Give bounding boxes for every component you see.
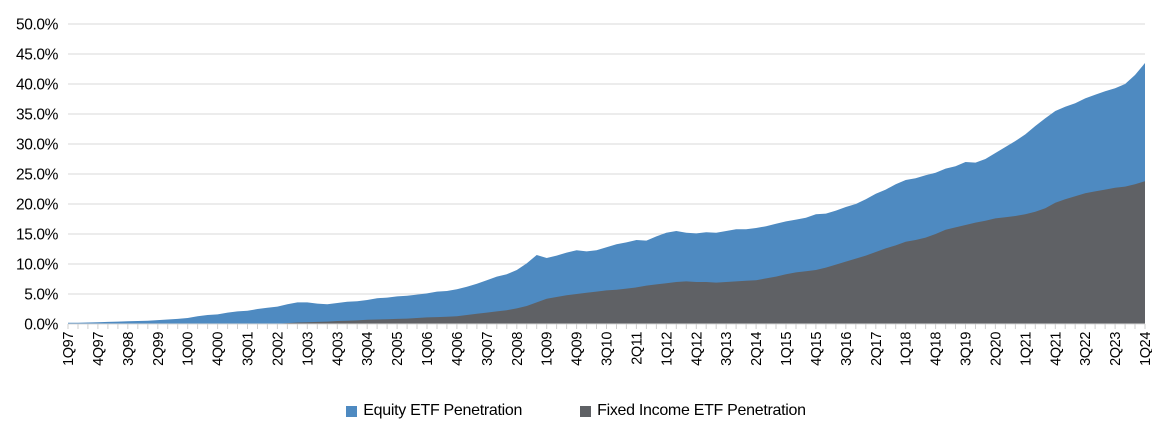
area-chart: 0.0% 5.0% 10.0% 15.0% 20.0% 25.0% 30.0% 35.0% 40… [16, 17, 1152, 366]
svg-text:2Q23: 2Q23 [1108, 332, 1124, 366]
equity-legend-swatch [346, 405, 358, 417]
svg-text:2Q05: 2Q05 [390, 332, 406, 366]
svg-text:1Q06: 1Q06 [420, 332, 436, 366]
svg-text:1Q00: 1Q00 [181, 332, 197, 366]
legend-item-fixed-income: Fixed Income ETF Penetration [580, 402, 806, 420]
svg-text:1Q21: 1Q21 [1018, 332, 1034, 366]
svg-text:3Q01: 3Q01 [241, 332, 257, 366]
svg-text:20.0%: 20.0% [16, 197, 59, 214]
legend-item-equity: Equity ETF Penetration [346, 402, 522, 420]
svg-text:3Q19: 3Q19 [959, 332, 975, 366]
svg-text:40.0%: 40.0% [16, 77, 59, 94]
svg-text:4Q18: 4Q18 [929, 332, 945, 366]
svg-text:3Q07: 3Q07 [480, 332, 496, 366]
svg-text:4Q09: 4Q09 [570, 332, 586, 366]
svg-text:3Q22: 3Q22 [1078, 332, 1094, 366]
svg-text:10.0%: 10.0% [16, 257, 59, 274]
svg-text:3Q04: 3Q04 [360, 332, 376, 366]
svg-text:1Q97: 1Q97 [61, 332, 77, 366]
svg-text:4Q00: 4Q00 [211, 332, 227, 366]
svg-text:1Q24: 1Q24 [1138, 332, 1152, 366]
svg-text:4Q03: 4Q03 [330, 332, 346, 366]
svg-text:15.0%: 15.0% [16, 227, 59, 244]
svg-text:5.0%: 5.0% [24, 287, 58, 304]
svg-text:2Q17: 2Q17 [869, 332, 885, 366]
svg-text:1Q15: 1Q15 [779, 332, 795, 366]
svg-text:35.0%: 35.0% [16, 107, 59, 124]
svg-text:50.0%: 50.0% [16, 17, 59, 34]
svg-text:4Q21: 4Q21 [1048, 332, 1064, 366]
svg-text:2Q14: 2Q14 [749, 332, 765, 366]
svg-text:4Q12: 4Q12 [689, 332, 705, 366]
svg-text:1Q03: 1Q03 [300, 332, 316, 366]
svg-text:1Q18: 1Q18 [899, 332, 915, 366]
svg-text:2Q02: 2Q02 [270, 332, 286, 366]
chart-plot: 0.0% 5.0% 10.0% 15.0% 20.0% 25.0% 30.0% 35.0% 40… [16, 17, 1152, 366]
fixed-income-legend-swatch [580, 405, 592, 417]
svg-text:1Q12: 1Q12 [659, 332, 675, 366]
svg-text:3Q98: 3Q98 [121, 332, 137, 366]
svg-text:3Q10: 3Q10 [600, 332, 616, 366]
svg-text:2Q11: 2Q11 [629, 332, 645, 365]
svg-text:30.0%: 30.0% [16, 137, 59, 154]
fixed-income-legend-label: Fixed Income ETF Penetration [597, 402, 806, 419]
svg-text:2Q20: 2Q20 [988, 332, 1004, 366]
svg-text:2Q99: 2Q99 [151, 332, 167, 366]
svg-text:3Q13: 3Q13 [719, 332, 735, 366]
chart-legend: Equity ETF Penetration Fixed Income ETF … [0, 402, 1152, 420]
equity-legend-label: Equity ETF Penetration [363, 402, 523, 419]
svg-text:45.0%: 45.0% [16, 47, 59, 64]
svg-text:2Q08: 2Q08 [510, 332, 526, 366]
svg-text:3Q16: 3Q16 [839, 332, 855, 366]
svg-text:4Q97: 4Q97 [91, 332, 107, 366]
svg-text:25.0%: 25.0% [16, 167, 59, 184]
svg-text:0.0%: 0.0% [24, 317, 58, 334]
svg-text:4Q06: 4Q06 [450, 332, 466, 366]
svg-text:1Q09: 1Q09 [540, 332, 556, 366]
svg-text:4Q15: 4Q15 [809, 332, 825, 366]
